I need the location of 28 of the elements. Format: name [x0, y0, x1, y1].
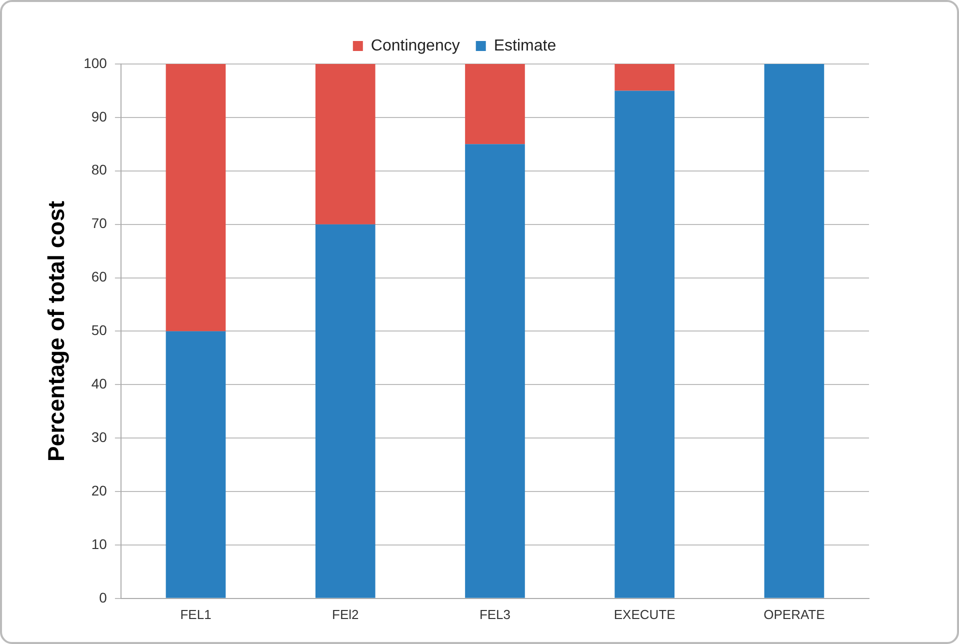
y-tick-label: 80: [91, 162, 108, 178]
legend-label: Contingency: [370, 37, 460, 54]
y-tick-label: 40: [91, 376, 108, 392]
x-tick-label: FEL1: [180, 606, 212, 622]
y-tick-label: 60: [91, 268, 108, 285]
y-axis-title: Percentage of total cost: [43, 200, 70, 462]
bar: [315, 64, 376, 224]
bar: [166, 64, 226, 332]
bar: [166, 331, 226, 598]
x-tick-label: OPERATE: [764, 606, 826, 622]
x-tick-label: FEl2: [332, 606, 359, 622]
y-tick-label: 70: [91, 215, 108, 232]
y-tick-label: 0: [99, 589, 108, 606]
bar: [465, 144, 525, 598]
x-tick-label: FEL3: [479, 606, 511, 622]
y-tick-label: 50: [91, 322, 108, 338]
y-tick-label: 100: [84, 54, 108, 71]
bar: [465, 64, 525, 144]
bar: [614, 90, 675, 598]
bar: [315, 224, 376, 598]
bar: [614, 64, 675, 91]
y-tick-label: 90: [91, 108, 108, 124]
x-tick-label: EXECUTE: [614, 606, 676, 622]
bar: [764, 64, 824, 598]
legend-label: Estimate: [494, 37, 556, 54]
y-tick-label: 30: [91, 428, 108, 445]
y-tick-label: 20: [91, 482, 108, 498]
y-tick-label: 10: [91, 536, 108, 552]
